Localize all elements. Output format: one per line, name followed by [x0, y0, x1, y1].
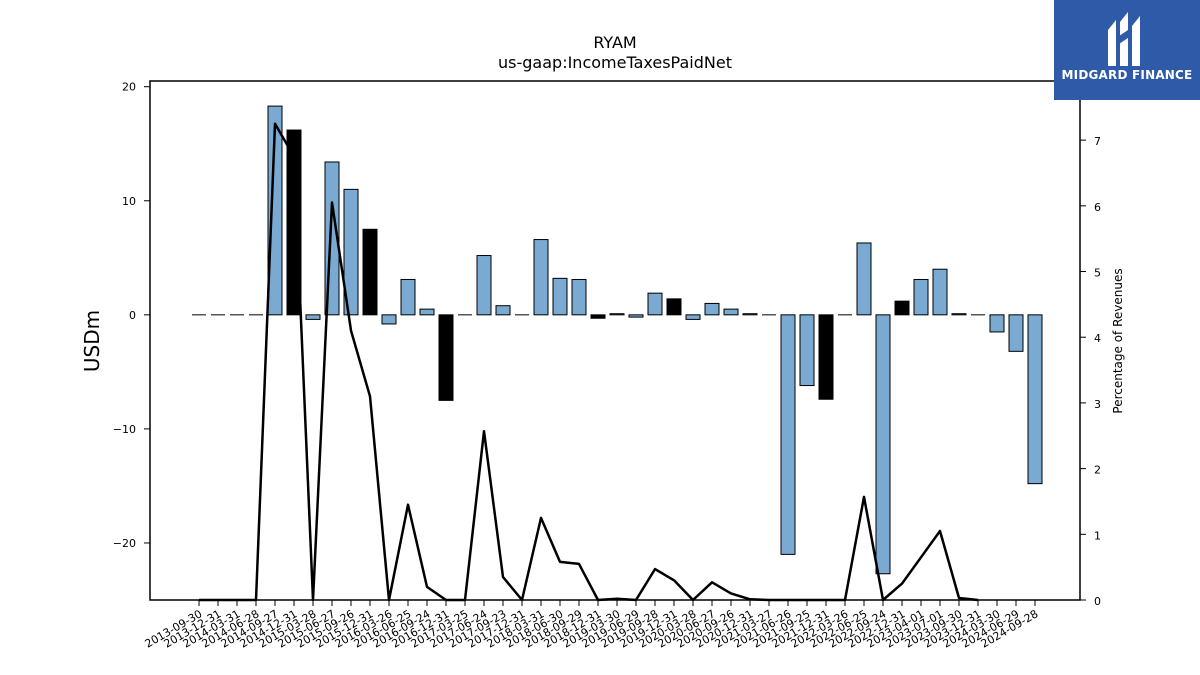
- bar: [875, 314, 891, 575]
- plot-area: [149, 80, 1081, 601]
- bar: [780, 314, 796, 555]
- chart-subtitle: us-gaap:IncomeTaxesPaidNet: [498, 53, 732, 72]
- bar: [1027, 314, 1043, 485]
- x-axis: 2013-09-302013-12-312014-03-312014-06-28…: [143, 600, 1041, 651]
- bar: [571, 278, 587, 316]
- line-group: [199, 122, 979, 602]
- bar: [609, 313, 625, 316]
- bar: [989, 314, 1005, 333]
- logo-mark-icon: [1108, 12, 1140, 66]
- y2-axis: 0 1 2 3 4 5 6 7: [1080, 135, 1101, 608]
- bar: [932, 268, 948, 316]
- y2-tick-label: 4: [1094, 332, 1101, 345]
- y2-tick-label: 6: [1094, 201, 1101, 214]
- y-tick-label: 0: [129, 309, 136, 322]
- brand-logo: MIDGARD FINANCE: [1054, 0, 1200, 100]
- bar: [381, 314, 397, 325]
- bar: [590, 314, 606, 319]
- bar: [400, 278, 416, 316]
- bar: [913, 278, 929, 316]
- bar: [343, 188, 359, 316]
- bar: [286, 129, 302, 316]
- y2-tick-label: 1: [1094, 529, 1101, 542]
- bar: [495, 305, 511, 316]
- bar: [951, 313, 967, 316]
- y-tick-label: −20: [113, 537, 136, 550]
- bar: [685, 314, 701, 320]
- y2-tick-label: 0: [1094, 595, 1101, 608]
- logo-text: MIDGARD FINANCE: [1061, 68, 1193, 82]
- bar: [533, 239, 549, 316]
- y2-tick-label: 7: [1094, 135, 1101, 148]
- y-tick-label: 10: [122, 195, 136, 208]
- bar: [305, 314, 321, 320]
- bar: [1008, 314, 1024, 352]
- y-tick-label: 20: [122, 81, 136, 94]
- y-axis-label: USDm: [80, 310, 104, 372]
- bar: [419, 308, 435, 316]
- bar: [799, 314, 815, 387]
- y-axis: 20 10 0 −10 −20: [113, 81, 150, 550]
- bar: [894, 300, 910, 316]
- series-line: [199, 122, 979, 602]
- bar: [704, 302, 720, 316]
- bar: [267, 105, 283, 316]
- bar: [666, 298, 682, 316]
- bar: [856, 242, 872, 316]
- bar: [818, 314, 834, 400]
- y2-tick-label: 5: [1094, 267, 1101, 280]
- bars-group: [192, 105, 1043, 575]
- y2-axis-label: Percentage of Revenues: [1111, 268, 1125, 413]
- y-tick-label: −10: [113, 423, 136, 436]
- bar: [742, 313, 758, 316]
- bar: [723, 308, 739, 316]
- bar: [438, 314, 454, 401]
- bar: [628, 314, 644, 318]
- chart-title: RYAM: [593, 33, 636, 52]
- y2-tick-label: 3: [1094, 398, 1101, 411]
- bar: [552, 277, 568, 316]
- bar: [362, 228, 378, 316]
- y2-tick-label: 2: [1094, 464, 1101, 477]
- bar: [476, 255, 492, 316]
- bar: [647, 292, 663, 316]
